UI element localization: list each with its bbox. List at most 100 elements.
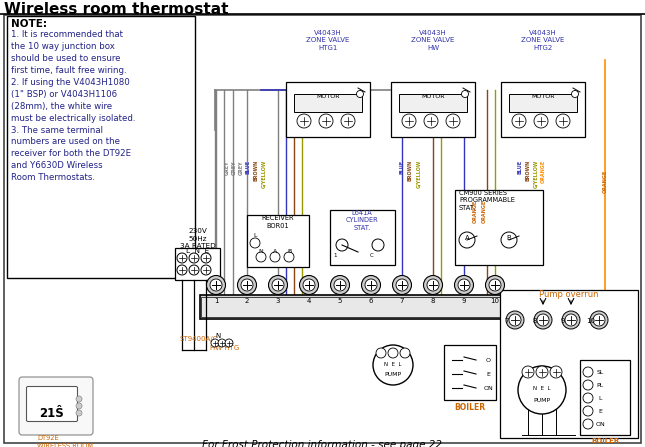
Text: ON: ON [483, 386, 493, 391]
Circle shape [210, 279, 222, 291]
Text: 21Ŝ: 21Ŝ [39, 407, 64, 420]
Text: 7: 7 [505, 318, 510, 324]
Circle shape [400, 348, 410, 358]
Text: L: L [253, 233, 257, 238]
Text: ORANGE: ORANGE [473, 200, 478, 223]
Text: L641A
CYLINDER
STAT.: L641A CYLINDER STAT. [346, 210, 379, 231]
Circle shape [396, 279, 408, 291]
Circle shape [562, 311, 580, 329]
Bar [201, 297, 539, 317]
Text: E: E [486, 372, 490, 377]
Circle shape [334, 279, 346, 291]
Text: BLUE: BLUE [400, 160, 405, 174]
Circle shape [237, 275, 257, 295]
Circle shape [241, 279, 253, 291]
Text: BLUE: BLUE [246, 160, 251, 174]
Bar [247, 215, 309, 267]
Text: 8: 8 [431, 298, 435, 304]
Circle shape [330, 275, 350, 295]
Circle shape [571, 90, 579, 97]
Bar [175, 248, 220, 280]
Circle shape [388, 348, 398, 358]
Circle shape [534, 311, 552, 329]
Text: 9: 9 [462, 298, 466, 304]
Text: 4: 4 [307, 298, 311, 304]
Text: 9: 9 [561, 318, 565, 324]
Circle shape [303, 279, 315, 291]
Circle shape [427, 279, 439, 291]
Circle shape [319, 114, 333, 128]
Circle shape [489, 279, 501, 291]
Text: GREY: GREY [225, 160, 230, 175]
Text: N: N [215, 333, 221, 339]
Circle shape [455, 275, 473, 295]
Text: GREY: GREY [239, 160, 244, 175]
Circle shape [177, 253, 187, 263]
Text: C: C [370, 253, 374, 258]
Text: V4043H
ZONE VALVE
HW: V4043H ZONE VALVE HW [412, 30, 455, 51]
Bar [294, 94, 362, 112]
Text: Wireless room thermostat: Wireless room thermostat [4, 2, 228, 17]
Text: G/YELLOW: G/YELLOW [416, 160, 421, 188]
Text: N  E  L: N E L [384, 362, 402, 367]
Bar [455, 190, 543, 265]
Circle shape [583, 367, 593, 377]
Circle shape [537, 314, 549, 326]
Circle shape [256, 252, 266, 262]
Circle shape [299, 275, 319, 295]
Text: 230V
50Hz
3A RATED: 230V 50Hz 3A RATED [180, 228, 216, 249]
Circle shape [284, 252, 294, 262]
Text: ORANGE: ORANGE [541, 160, 546, 183]
Text: B: B [506, 235, 511, 241]
Circle shape [486, 275, 504, 295]
Circle shape [225, 339, 233, 347]
Circle shape [268, 275, 288, 295]
Circle shape [583, 406, 593, 416]
Circle shape [459, 232, 475, 248]
Text: N: N [259, 249, 263, 254]
Text: MOTOR: MOTOR [316, 94, 340, 99]
Text: PL: PL [597, 383, 604, 388]
Bar [501, 82, 585, 137]
Text: 5: 5 [338, 298, 342, 304]
Bar [509, 94, 577, 112]
Circle shape [201, 253, 211, 263]
Circle shape [189, 253, 199, 263]
Circle shape [297, 114, 311, 128]
Circle shape [270, 252, 280, 262]
Bar [286, 82, 370, 137]
Circle shape [556, 114, 570, 128]
Circle shape [518, 366, 566, 414]
Circle shape [336, 239, 348, 251]
Circle shape [211, 339, 219, 347]
Text: SL: SL [597, 370, 604, 375]
Text: 1: 1 [333, 253, 337, 258]
Circle shape [509, 314, 521, 326]
Text: 1: 1 [213, 298, 218, 304]
Circle shape [218, 339, 226, 347]
Text: O: O [486, 358, 490, 363]
Circle shape [565, 314, 577, 326]
Text: HW HTG: HW HTG [210, 345, 240, 351]
Bar [330, 210, 395, 265]
Circle shape [593, 314, 605, 326]
Text: 6: 6 [369, 298, 373, 304]
Text: BLUE: BLUE [518, 160, 523, 174]
Bar [7, 16, 195, 278]
Circle shape [357, 90, 364, 97]
Text: N  E  L: N E L [533, 386, 551, 391]
Text: NOTE:: NOTE: [11, 19, 47, 29]
Circle shape [583, 380, 593, 390]
Text: E: E [598, 409, 602, 414]
Circle shape [550, 366, 562, 378]
Circle shape [583, 393, 593, 403]
Text: 8: 8 [533, 318, 537, 324]
FancyBboxPatch shape [19, 377, 93, 435]
Circle shape [424, 114, 438, 128]
Text: GREY: GREY [232, 160, 237, 175]
Text: CM900 SERIES
PROGRAMMABLE
STAT.: CM900 SERIES PROGRAMMABLE STAT. [459, 190, 515, 211]
Circle shape [590, 311, 608, 329]
Circle shape [373, 345, 413, 385]
Circle shape [189, 265, 199, 275]
Circle shape [177, 265, 187, 275]
